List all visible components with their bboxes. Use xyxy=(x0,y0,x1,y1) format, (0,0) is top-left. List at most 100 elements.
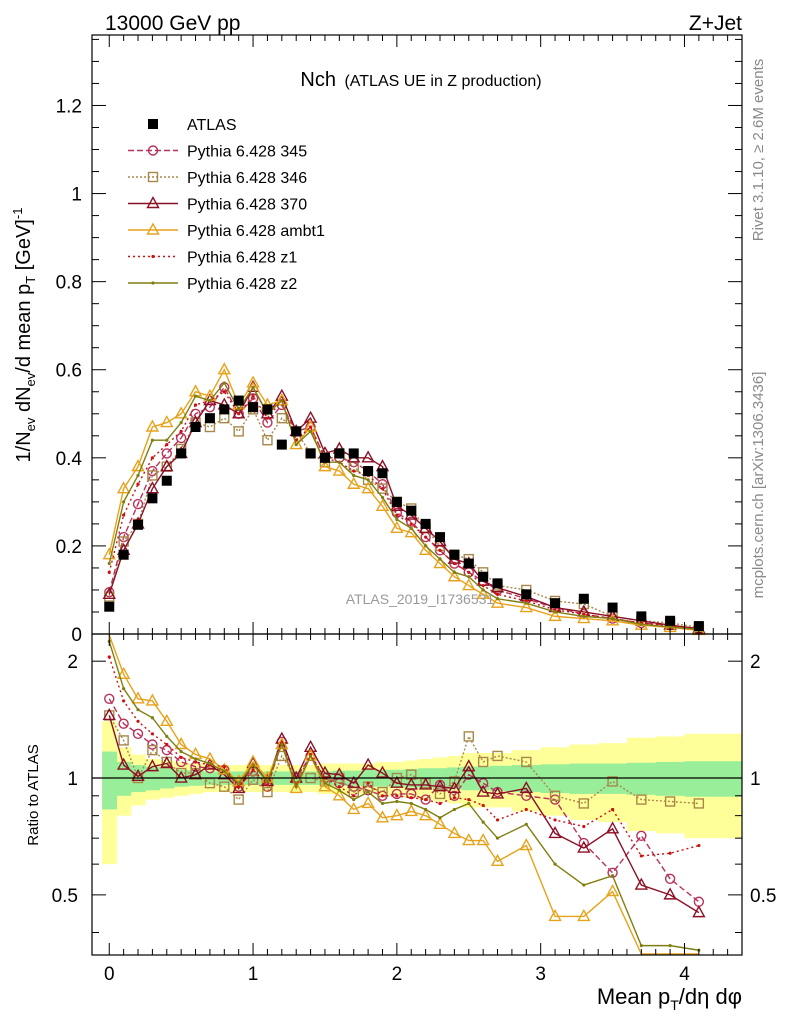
ratio-point xyxy=(438,801,442,806)
legend-entry: Pythia 6.428 z1 xyxy=(128,250,297,267)
legend-marker xyxy=(146,222,160,235)
ratio-point xyxy=(303,748,318,761)
axis-ticks: 0 1 2 3 4 0 0.2 0.4 0.6 0.8 1 1.2 0.5 0.5 1 1 2 2 xyxy=(52,35,776,985)
ratio-point xyxy=(409,796,413,800)
ratio-point xyxy=(280,742,284,747)
series-point xyxy=(265,416,270,420)
series-point xyxy=(251,385,255,389)
ratio-point xyxy=(337,788,341,792)
y-tick-label: 0.6 xyxy=(56,361,82,382)
band-inner-bin xyxy=(626,762,657,795)
legend-entry: Pythia 6.428 346 xyxy=(128,170,307,187)
legend-label: Pythia 6.428 z2 xyxy=(187,276,297,293)
ratio-point xyxy=(289,781,303,794)
ratio-point xyxy=(692,905,706,918)
y-axis-label: 1/Nev dNev/d mean pT [GeV]-1 xyxy=(10,208,38,463)
series-point xyxy=(409,522,413,526)
series-point xyxy=(377,483,388,494)
series-point xyxy=(668,625,672,629)
series-point xyxy=(476,586,490,600)
x-axis-label: Mean pT/dη dφ xyxy=(597,984,742,1013)
series-point xyxy=(553,610,557,614)
series-point xyxy=(610,616,615,621)
ratio-point xyxy=(521,756,532,768)
ratio-point xyxy=(477,756,489,768)
data-point xyxy=(377,468,388,479)
series-line-ratio xyxy=(108,634,699,955)
ratio-point xyxy=(179,755,183,760)
series-point xyxy=(116,481,131,494)
series-point xyxy=(438,557,442,561)
series-point xyxy=(390,520,404,533)
ratio-point xyxy=(553,818,557,822)
series-point xyxy=(438,548,442,552)
ratio-point xyxy=(524,822,528,826)
series-point xyxy=(577,611,591,624)
ratio-uncertainty-bands xyxy=(102,721,743,865)
data-point xyxy=(276,439,287,450)
data-point xyxy=(190,421,201,432)
series-point xyxy=(179,420,183,425)
series-point xyxy=(495,597,500,601)
series-point xyxy=(276,412,288,424)
y-tick-label: 0 xyxy=(71,625,82,646)
series-line-ratio xyxy=(108,715,700,914)
legend-marker xyxy=(151,281,155,285)
ratio-point xyxy=(447,825,462,839)
series-point xyxy=(332,463,347,476)
series-point xyxy=(524,601,528,605)
legend-marker xyxy=(146,196,160,209)
legend-label: Pythia 6.428 z1 xyxy=(187,250,297,267)
ratio-point xyxy=(519,838,533,851)
ratio-point xyxy=(131,691,145,704)
series-line-ratio xyxy=(108,656,700,857)
series-point xyxy=(217,362,231,375)
series-point xyxy=(452,561,456,566)
ratio-point xyxy=(150,716,154,720)
data-point xyxy=(305,448,316,459)
data-point xyxy=(118,549,129,560)
ratio-point xyxy=(438,816,442,820)
ratio-point xyxy=(262,786,273,798)
ratio-point xyxy=(434,788,446,800)
ratio-point xyxy=(208,761,212,766)
ratio-point xyxy=(116,666,131,680)
ratio-point xyxy=(424,797,428,802)
ratio-point xyxy=(102,707,116,721)
ratio-point xyxy=(188,767,203,780)
series-point xyxy=(145,419,160,432)
ratio-point xyxy=(663,887,677,900)
ratio-point xyxy=(492,750,503,762)
y-tick-label: 1 xyxy=(71,185,82,206)
legend-label: ATLAS xyxy=(187,117,237,134)
ratio-frame xyxy=(91,633,743,956)
series-point xyxy=(275,393,289,406)
ratio-point xyxy=(636,794,647,805)
ratio-point xyxy=(222,769,226,774)
legend: ATLAS Pythia 6.428 345 Pythia 6.428 346 Pyt… xyxy=(128,117,325,293)
legend-label: Pythia 6.428 346 xyxy=(187,170,307,187)
chart-title: Nch (ATLAS UE in Z production) xyxy=(300,69,541,91)
series-point xyxy=(548,608,562,622)
ratio-point xyxy=(607,776,618,787)
ratio-point xyxy=(462,759,476,772)
series-point xyxy=(481,588,485,592)
data-point xyxy=(176,448,187,459)
series-point xyxy=(165,443,169,447)
ratio-point xyxy=(332,767,347,780)
ratio-point xyxy=(193,757,198,761)
series-point xyxy=(308,425,313,429)
ratio-point xyxy=(116,757,131,770)
series-point xyxy=(188,384,203,397)
data-point xyxy=(104,601,115,612)
ratio-point xyxy=(424,807,428,812)
ratio-point xyxy=(174,770,188,783)
series-point xyxy=(136,473,140,478)
band-inner-bin xyxy=(684,761,743,797)
data-point xyxy=(578,593,589,604)
ratio-point xyxy=(404,804,418,817)
series-point xyxy=(337,460,341,464)
ratio-point xyxy=(361,757,375,770)
ratio-point xyxy=(122,699,126,703)
ratio-point xyxy=(404,777,418,790)
